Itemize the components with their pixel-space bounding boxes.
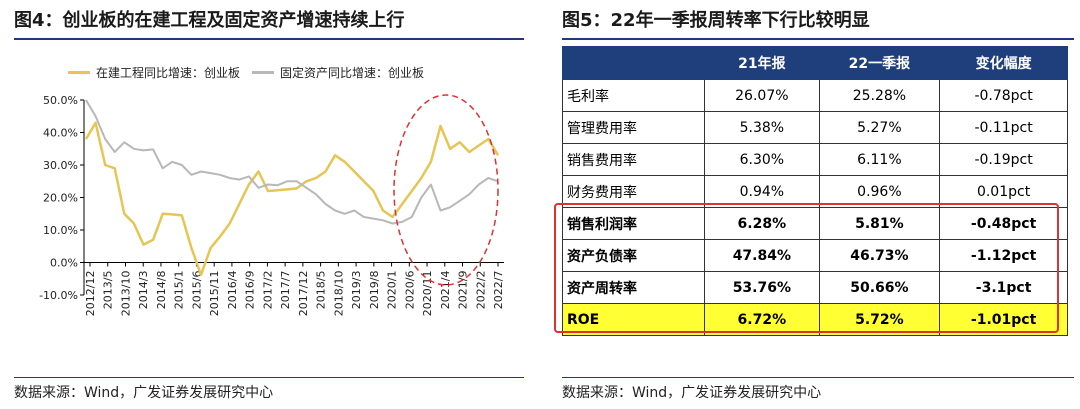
right-source-rule bbox=[562, 377, 1074, 378]
cell-change: -3.1pct bbox=[939, 271, 1068, 304]
cell-21: 47.84% bbox=[704, 239, 820, 272]
x-tick-label: 2020/1 bbox=[386, 271, 399, 310]
right-title-rule bbox=[562, 38, 1074, 40]
y-tick-label: 30.0% bbox=[43, 159, 78, 172]
right-figure-panel: 图5：22年一季报周转率下行比较明显 21年报 22一季报 变化幅度 毛利率 2… bbox=[548, 0, 1080, 409]
cell-21: 6.72% bbox=[704, 303, 820, 336]
cell-21: 6.30% bbox=[704, 143, 820, 176]
cell-22q1: 0.96% bbox=[818, 175, 941, 208]
x-tick-label: 2015/11 bbox=[208, 271, 221, 317]
x-tick-label: 2022/2 bbox=[474, 271, 487, 310]
legend-item-construction: 在建工程同比增速：创业板 bbox=[68, 64, 240, 81]
x-tick-label: 2013/5 bbox=[102, 271, 115, 310]
y-tick-label: 10.0% bbox=[43, 224, 78, 237]
series-line-construction bbox=[84, 121, 500, 277]
left-title-rule bbox=[14, 38, 524, 40]
cell-change: -0.19pct bbox=[939, 143, 1068, 176]
x-tick-label: 2022/7 bbox=[492, 271, 505, 310]
x-tick-label: 2020/11 bbox=[421, 271, 434, 317]
cell-change: -1.01pct bbox=[939, 303, 1068, 336]
chart-legend: 在建工程同比增速：创业板 固定资产同比增速：创业板 bbox=[68, 64, 436, 81]
x-tick-label: 2015/6 bbox=[190, 271, 203, 310]
row-label: 资产周转率 bbox=[561, 271, 706, 304]
x-tick-label: 2018/5 bbox=[315, 271, 328, 310]
table-row: 销售利润率 6.28% 5.81% -0.48pct bbox=[561, 207, 1068, 240]
header-cell-change: 变化幅度 bbox=[939, 46, 1068, 80]
cell-22q1: 6.11% bbox=[818, 143, 941, 176]
left-figure-title: 图4：创业板的在建工程及固定资产增速持续上行 bbox=[14, 10, 405, 31]
x-tick-label: 2014/3 bbox=[137, 271, 150, 310]
cell-21: 6.28% bbox=[704, 207, 820, 240]
cell-21: 26.07% bbox=[704, 79, 820, 112]
table-row: 管理费用率 5.38% 5.27% -0.11pct bbox=[561, 111, 1068, 144]
legend-item-fixed-assets: 固定资产同比增速：创业板 bbox=[252, 64, 424, 81]
legend-label-fixed-assets: 固定资产同比增速：创业板 bbox=[280, 66, 425, 80]
right-source-note: 数据来源：Wind，广发证券发展研究中心 bbox=[562, 385, 822, 401]
x-tick-label: 2013/10 bbox=[119, 271, 132, 317]
line-chart: -10.0% 0.0% 10.0% 20.0% 30.0% 40.0% 50.0% 2012/… bbox=[39, 94, 505, 317]
table-row-roe: ROE 6.72% 5.72% -1.01pct bbox=[561, 303, 1068, 336]
table-row: 销售费用率 6.30% 6.11% -0.19pct bbox=[561, 143, 1068, 176]
x-tick-label: 2021/9 bbox=[457, 271, 470, 310]
x-tick-label: 2017/7 bbox=[279, 271, 292, 310]
cell-22q1: 5.72% bbox=[818, 303, 941, 336]
x-tick-label: 2012/12 bbox=[84, 271, 97, 317]
cell-change: -1.12pct bbox=[939, 239, 1068, 272]
cell-21: 0.94% bbox=[704, 175, 820, 208]
row-label: 财务费用率 bbox=[561, 175, 706, 208]
legend-swatch-yellow bbox=[68, 71, 90, 74]
y-tick-label: -10.0% bbox=[39, 289, 78, 302]
left-source-note: 数据来源：Wind，广发证券发展研究中心 bbox=[14, 385, 274, 401]
cell-change: -0.78pct bbox=[939, 79, 1068, 112]
row-label: ROE bbox=[561, 303, 706, 336]
cell-22q1: 5.81% bbox=[818, 207, 941, 240]
table-header-row: 21年报 22一季报 变化幅度 bbox=[561, 46, 1068, 80]
cell-22q1: 50.66% bbox=[818, 271, 941, 304]
comparison-table: 21年报 22一季报 变化幅度 毛利率 26.07% 25.28% -0.78p… bbox=[561, 46, 1068, 336]
table-row: 财务费用率 0.94% 0.96% 0.01pct bbox=[561, 175, 1068, 208]
cell-22q1: 25.28% bbox=[818, 79, 941, 112]
x-tick-label: 2015/1 bbox=[173, 271, 186, 310]
cell-21: 5.38% bbox=[704, 111, 820, 144]
y-tick-label: 50.0% bbox=[43, 94, 78, 107]
row-label: 管理费用率 bbox=[561, 111, 706, 144]
row-label: 销售费用率 bbox=[561, 143, 706, 176]
y-tick-label: 20.0% bbox=[43, 192, 78, 205]
x-tick-label: 2018/10 bbox=[332, 271, 345, 317]
y-tick-label: 0.0% bbox=[50, 257, 78, 270]
cell-21: 53.76% bbox=[704, 271, 820, 304]
x-tick-label: 2020/6 bbox=[403, 271, 416, 310]
header-cell-22-q1: 22一季报 bbox=[818, 46, 941, 80]
x-tick-label: 2017/2 bbox=[261, 271, 274, 310]
row-label: 资产负债率 bbox=[561, 239, 706, 272]
x-tick-label: 2016/9 bbox=[244, 271, 257, 310]
cell-22q1: 46.73% bbox=[818, 239, 941, 272]
right-figure-title: 图5：22年一季报周转率下行比较明显 bbox=[562, 10, 870, 31]
cell-change: -0.48pct bbox=[939, 207, 1068, 240]
annotation-ellipse bbox=[393, 94, 499, 286]
cell-change: 0.01pct bbox=[939, 175, 1068, 208]
cell-change: -0.11pct bbox=[939, 111, 1068, 144]
x-tick-label: 2014/8 bbox=[155, 271, 168, 310]
header-cell-blank bbox=[561, 46, 706, 80]
table-row: 毛利率 26.07% 25.28% -0.78pct bbox=[561, 79, 1068, 112]
series-line-fixed-assets bbox=[85, 99, 499, 225]
header-cell-21-annual: 21年报 bbox=[704, 46, 820, 80]
x-tick-label: 2017/12 bbox=[297, 271, 310, 317]
y-tick-label: 40.0% bbox=[43, 127, 78, 140]
left-source-rule bbox=[14, 377, 524, 378]
table-row: 资产负债率 47.84% 46.73% -1.12pct bbox=[561, 239, 1068, 272]
legend-swatch-gray bbox=[252, 71, 275, 74]
row-label: 销售利润率 bbox=[561, 207, 706, 240]
legend-label-construction: 在建工程同比增速：创业板 bbox=[96, 66, 241, 80]
cell-22q1: 5.27% bbox=[818, 111, 941, 144]
x-tick-label: 2019/8 bbox=[368, 271, 381, 310]
row-label: 毛利率 bbox=[561, 79, 706, 112]
left-figure-panel: 图4：创业板的在建工程及固定资产增速持续上行 -10.0% 0.0% 10.0% 20… bbox=[0, 0, 530, 409]
x-tick-label: 2019/3 bbox=[350, 271, 363, 310]
x-tick-label: 2021/4 bbox=[439, 271, 452, 310]
table-row: 资产周转率 53.76% 50.66% -3.1pct bbox=[561, 271, 1068, 304]
x-tick-label: 2016/4 bbox=[226, 271, 239, 310]
